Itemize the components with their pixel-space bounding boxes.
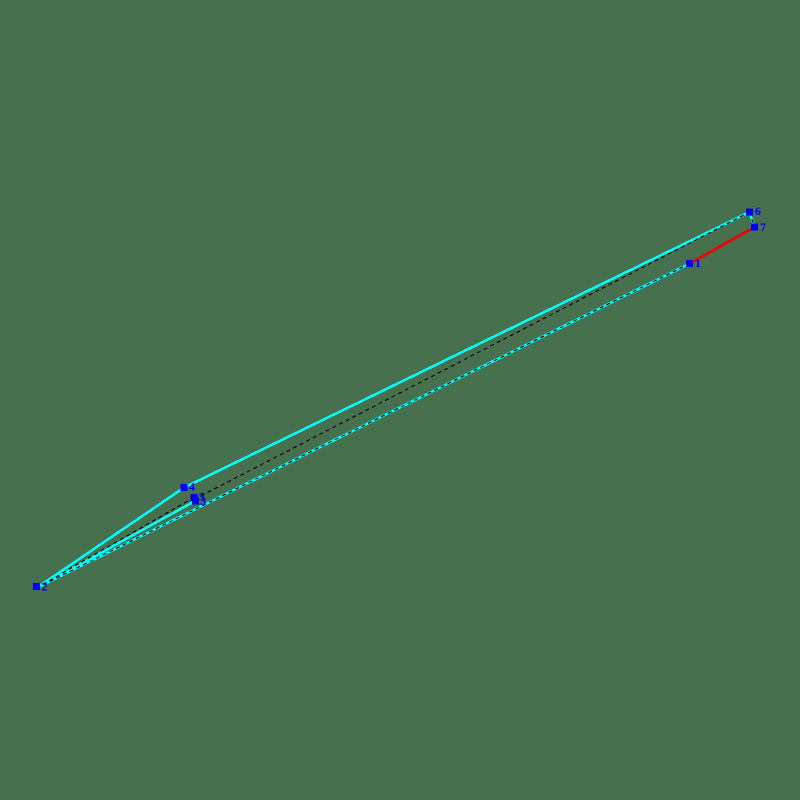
svg-text:2: 2 bbox=[41, 579, 47, 593]
svg-text:6: 6 bbox=[755, 204, 761, 218]
svg-text:7: 7 bbox=[760, 220, 766, 234]
svg-text:5: 5 bbox=[199, 490, 205, 504]
svg-text:3: 3 bbox=[200, 494, 206, 508]
svg-text:1: 1 bbox=[695, 256, 701, 270]
svg-text:4: 4 bbox=[189, 480, 195, 494]
